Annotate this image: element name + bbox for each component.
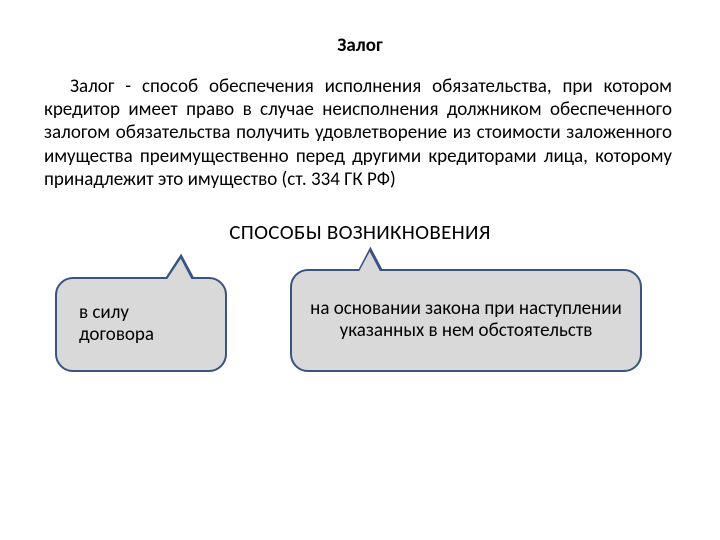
bubble-tail-fill	[165, 257, 198, 286]
bubble-right-text: на основании закона при наступлении указ…	[310, 298, 622, 344]
page-title: Залог	[0, 0, 720, 57]
definition-paragraph: Залог - способ обеспечения исполнения об…	[0, 57, 720, 191]
section-subtitle: СПОСОБЫ ВОЗНИКНОВЕНИЯ	[0, 191, 720, 245]
bubble-diagram: в силу договора на основании закона при …	[0, 245, 720, 425]
speech-bubble-left: в силу договора	[55, 277, 227, 372]
bubble-left-text: в силу договора	[79, 302, 195, 348]
speech-bubble-right: на основании закона при наступлении указ…	[290, 269, 642, 372]
definition-text: Залог - способ обеспечения исполнения об…	[44, 75, 672, 191]
bubble-tail-fill	[353, 251, 382, 279]
